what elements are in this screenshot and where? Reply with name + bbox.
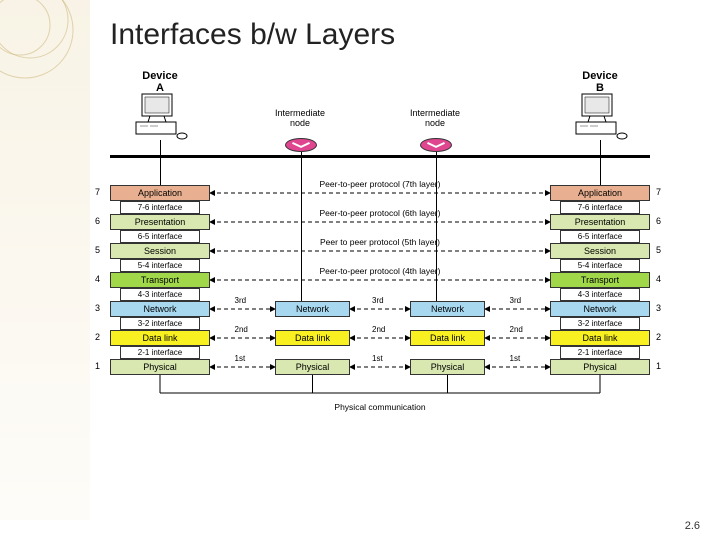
num-4-right: 4 (656, 274, 661, 284)
layer-4-right: Transport (550, 272, 650, 288)
drop-a (160, 140, 161, 185)
intermediate-1-text: Intermediatenode (275, 108, 325, 128)
num-7-left: 7 (95, 187, 100, 197)
slide-decor (0, 0, 90, 520)
page-number: 2.6 (685, 520, 700, 532)
drop-b (600, 140, 601, 185)
device-a-text: DeviceA (142, 70, 177, 94)
drop-m1 (301, 152, 302, 302)
num-5-right: 5 (656, 245, 661, 255)
peer-proto-6: Peer-to-peer protocol (6th layer) (230, 208, 530, 218)
peer-proto-4: Peer-to-peer protocol (4th layer) (230, 266, 530, 276)
hop-5-1: 2nd (372, 325, 385, 334)
layer-3-mid1: Network (275, 301, 350, 317)
drop-m2 (436, 152, 437, 302)
computer-a-icon (130, 92, 190, 142)
iface-3-right: 4-3 interface (560, 288, 640, 301)
hop-4-0: 3rd (235, 296, 247, 305)
iface-2-left: 5-4 interface (120, 259, 200, 272)
slide-title: Interfaces b/w Layers (110, 18, 395, 52)
layer-5-right: Session (550, 243, 650, 259)
hop-6-1: 1st (372, 354, 383, 363)
num-3-left: 3 (95, 303, 100, 313)
peer-proto-5: Peer to peer protocol (5th layer) (230, 237, 530, 247)
hop-5-2: 2nd (510, 325, 523, 334)
iface-1-right: 6-5 interface (560, 230, 640, 243)
num-1-left: 1 (95, 361, 100, 371)
layer-3-right: Network (550, 301, 650, 317)
intermediate-2-label: Intermediatenode (400, 108, 470, 128)
layer-2-right: Data link (550, 330, 650, 346)
iface-2-right: 5-4 interface (560, 259, 640, 272)
iface-5-right: 2-1 interface (560, 346, 640, 359)
hop-4-1: 3rd (372, 296, 384, 305)
physical-comm-label: Physical communication (290, 402, 470, 412)
iface-0-left: 7-6 interface (120, 201, 200, 214)
layer-1-right: Physical (550, 359, 650, 375)
device-b-text: DeviceB (582, 70, 617, 94)
layer-7-left: Application (110, 185, 210, 201)
router-1-icon (285, 138, 317, 152)
layer-1-mid2: Physical (410, 359, 485, 375)
layer-1-left: Physical (110, 359, 210, 375)
num-2-left: 2 (95, 332, 100, 342)
intermediate-1-label: Intermediatenode (265, 108, 335, 128)
peer-proto-7: Peer-to-peer protocol (7th layer) (230, 179, 530, 189)
intermediate-2-text: Intermediatenode (410, 108, 460, 128)
iface-1-left: 6-5 interface (120, 230, 200, 243)
num-2-right: 2 (656, 332, 661, 342)
iface-4-right: 3-2 interface (560, 317, 640, 330)
computer-b-icon (570, 92, 630, 142)
layer-2-left: Data link (110, 330, 210, 346)
num-1-right: 1 (656, 361, 661, 371)
hop-4-2: 3rd (510, 296, 522, 305)
layer-4-left: Transport (110, 272, 210, 288)
num-7-right: 7 (656, 187, 661, 197)
iface-5-left: 2-1 interface (120, 346, 200, 359)
layer-3-mid2: Network (410, 301, 485, 317)
num-3-right: 3 (656, 303, 661, 313)
layer-3-left: Network (110, 301, 210, 317)
device-b-label: DeviceB (570, 70, 630, 94)
layer-1-mid1: Physical (275, 359, 350, 375)
iface-4-left: 3-2 interface (120, 317, 200, 330)
layer-6-right: Presentation (550, 214, 650, 230)
osi-diagram: DeviceA DeviceB Intermediatenode Interme… (90, 70, 670, 510)
hop-6-2: 1st (510, 354, 521, 363)
decor-circles (0, 0, 85, 130)
iface-0-right: 7-6 interface (560, 201, 640, 214)
layer-6-left: Presentation (110, 214, 210, 230)
num-6-left: 6 (95, 216, 100, 226)
iface-3-left: 4-3 interface (120, 288, 200, 301)
num-6-right: 6 (656, 216, 661, 226)
layer-5-left: Session (110, 243, 210, 259)
hop-6-0: 1st (235, 354, 246, 363)
layer-2-mid1: Data link (275, 330, 350, 346)
bus-line (110, 155, 650, 158)
num-5-left: 5 (95, 245, 100, 255)
layer-2-mid2: Data link (410, 330, 485, 346)
hop-5-0: 2nd (235, 325, 248, 334)
layer-7-right: Application (550, 185, 650, 201)
num-4-left: 4 (95, 274, 100, 284)
router-2-icon (420, 138, 452, 152)
device-a-label: DeviceA (130, 70, 190, 94)
